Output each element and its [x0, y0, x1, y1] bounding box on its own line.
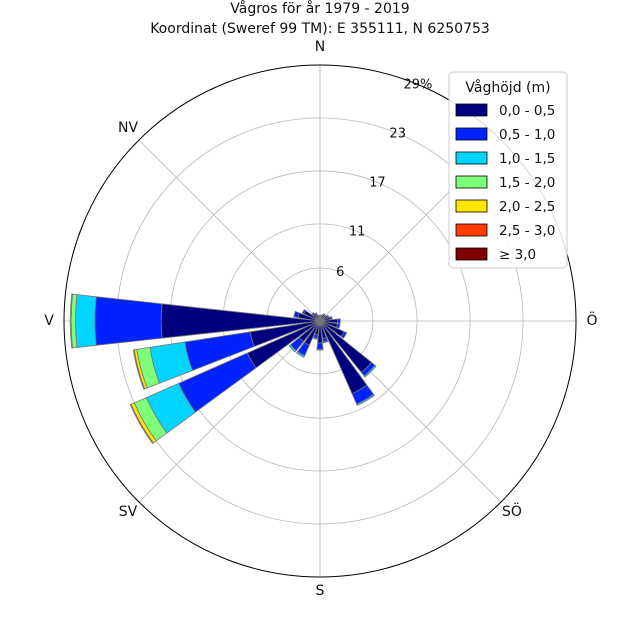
- grid-spoke-315: [138, 139, 321, 322]
- legend-label-1: 0,5 - 1,0: [499, 127, 555, 143]
- bar-segment-330-1: [314, 312, 318, 316]
- wave-bars: [69, 293, 377, 445]
- legend-label-5: 2,5 - 3,0: [499, 223, 555, 239]
- legend-label-3: 1,5 - 2,0: [499, 175, 555, 191]
- direction-label-n: N: [315, 39, 325, 55]
- bar-segment-90-1: [337, 318, 341, 324]
- legend-swatch-0: [455, 103, 488, 117]
- radial-tick-4: 29%: [404, 77, 433, 92]
- bar-segment-240-5: [129, 403, 154, 445]
- bar-segment-105-1: [335, 323, 341, 329]
- legend-swatch-5: [455, 223, 488, 237]
- legend-label-4: 2,0 - 2,5: [499, 199, 555, 215]
- legend-label-0: 0,0 - 0,5: [499, 103, 555, 119]
- bar-segment-150-2: [356, 393, 376, 406]
- chart-subtitle: Koordinat (Sweref 99 TM): E 355111, N 62…: [150, 21, 490, 37]
- bar-segment-60-1: [326, 314, 330, 318]
- bar-segment-300-1: [301, 308, 307, 315]
- bar-segment-120-1: [340, 331, 348, 339]
- bar-segment-285-1: [293, 310, 300, 319]
- legend-label-6: ≥ 3,0: [499, 247, 536, 263]
- legend-box: [448, 71, 568, 269]
- bar-segment-315-1: [311, 312, 316, 317]
- legend: Våghöjd (m) 0,0 - 0,5 0,5 - 1,0 1,0 - 1,5 1…: [448, 71, 568, 269]
- direction-label-s: S: [316, 583, 325, 599]
- direction-label-so: SÖ: [502, 502, 522, 520]
- radial-tick-labels: 6 11 17 23 29%: [336, 77, 432, 280]
- radial-tick-0: 6: [336, 265, 344, 280]
- radial-tick-3: 23: [389, 126, 406, 141]
- grid-spoke-225: [138, 320, 321, 503]
- legend-swatch-3: [455, 175, 488, 189]
- bar-segment-345-1: [317, 314, 320, 317]
- bar-segment-165-2: [322, 340, 329, 344]
- bar-segment-255-5: [132, 349, 146, 390]
- legend-title: Våghöjd (m): [465, 79, 550, 96]
- legend-swatch-4: [455, 199, 488, 213]
- bar-segment-225-2: [288, 344, 297, 353]
- direction-label-sv: SV: [119, 504, 138, 520]
- bar-segment-75-1: [329, 316, 333, 320]
- bar-segment-180-2: [316, 348, 324, 351]
- bar-segment-270-1: [94, 296, 163, 346]
- radial-tick-2: 17: [369, 175, 386, 190]
- direction-label-o: Ö: [586, 311, 597, 329]
- direction-label-nv: NV: [118, 120, 138, 136]
- radial-tick-1: 11: [349, 224, 366, 239]
- legend-swatch-2: [455, 151, 488, 165]
- bar-segment-180-1: [316, 342, 324, 350]
- bar-segment-210-2: [295, 351, 306, 358]
- bar-segment-195-2: [312, 336, 318, 340]
- legend-swatch-6: [455, 247, 488, 261]
- bar-segment-270-2: [75, 294, 97, 348]
- bar-segment-270-4: [69, 293, 73, 349]
- chart-title: Vågros för år 1979 - 2019: [230, 0, 409, 17]
- polar-frame: [63, 64, 577, 578]
- bar-segment-135-2: [363, 364, 377, 378]
- legend-label-2: 1,0 - 1,5: [499, 151, 555, 167]
- legend-swatch-1: [455, 127, 488, 141]
- direction-label-v: V: [44, 313, 54, 329]
